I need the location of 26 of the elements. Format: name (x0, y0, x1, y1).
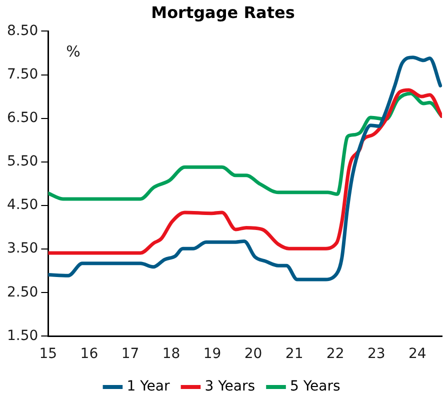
legend-label: 5 Years (290, 378, 340, 395)
x-tick-label: 19 (203, 346, 222, 362)
chart-title: Mortgage Rates (151, 2, 295, 22)
legend-label: 1 Year (126, 378, 170, 395)
y-tick-label: 4.50 (7, 197, 38, 214)
x-tick-label: 16 (80, 346, 98, 362)
y-tick-label: 1.50 (7, 328, 38, 344)
line-series (48, 88, 442, 255)
x-tick-label: 18 (162, 346, 180, 362)
annotation: % (66, 42, 80, 61)
y-tick-label: 8.50 (7, 22, 38, 39)
y-tick-label: 2.50 (7, 284, 38, 300)
x-tick-label: 15 (39, 346, 58, 362)
x-tick-label: 23 (367, 346, 386, 362)
y-tick-label: 6.50 (7, 110, 38, 126)
line-series (48, 56, 442, 282)
y-tick-label: 3.50 (7, 240, 38, 257)
legend-label: 3 Years (204, 378, 256, 395)
x-tick-label: 20 (244, 346, 262, 362)
x-tick-label: 17 (121, 346, 140, 362)
line-series (48, 92, 442, 201)
x-tick-label: 24 (408, 346, 426, 362)
y-tick-label: 7.50 (7, 66, 38, 82)
x-tick-label: 22 (326, 346, 344, 362)
y-tick-label: 5.50 (7, 154, 38, 170)
x-tick-label: 21 (285, 346, 304, 362)
